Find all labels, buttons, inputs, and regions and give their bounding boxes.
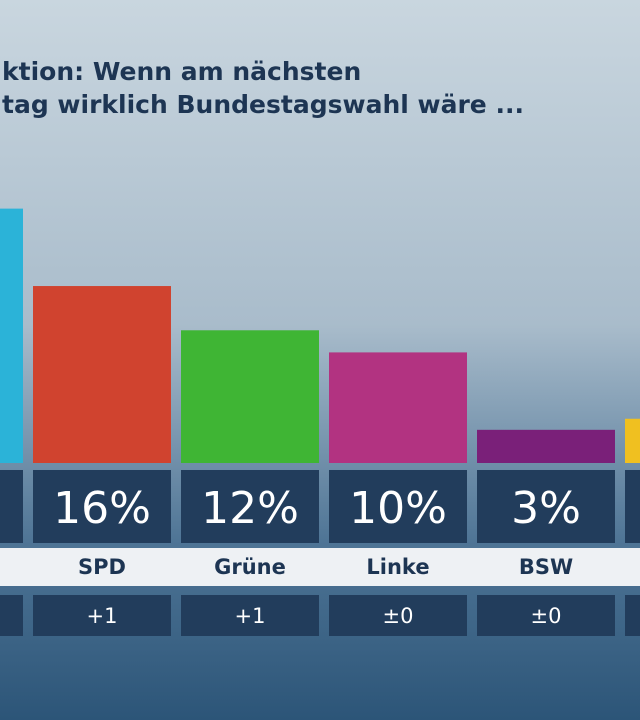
bar — [181, 330, 319, 463]
bar — [625, 418, 640, 463]
change-label: ±0 — [383, 604, 414, 628]
bar — [33, 286, 171, 463]
change-label: +1 — [235, 604, 266, 628]
title-line: ktion: Wenn am nächsten — [2, 57, 361, 86]
value-box — [477, 470, 615, 543]
value-label: 16% — [53, 483, 151, 534]
change-box — [477, 595, 615, 636]
category-label: BSW — [519, 555, 573, 579]
change-box — [33, 595, 171, 636]
value-box — [33, 470, 171, 543]
category-label: Grüne — [214, 555, 286, 579]
change-box — [0, 595, 23, 636]
bar — [329, 352, 467, 463]
value-box — [329, 470, 467, 543]
change-box — [329, 595, 467, 636]
category-label: SPD — [78, 555, 126, 579]
bar — [477, 429, 615, 463]
category-strip — [0, 548, 640, 586]
value-box — [0, 470, 23, 543]
title-line: tag wirklich Bundestagswahl wäre ... — [2, 90, 524, 119]
change-box — [625, 595, 640, 636]
change-label: ±0 — [531, 604, 562, 628]
value-label: 12% — [201, 483, 299, 534]
bar — [0, 208, 23, 463]
change-label: +1 — [87, 604, 118, 628]
value-box — [181, 470, 319, 543]
value-label: 10% — [349, 483, 447, 534]
category-label: Linke — [366, 555, 429, 579]
value-box — [625, 470, 640, 543]
value-label: 3% — [511, 483, 581, 534]
change-box — [181, 595, 319, 636]
